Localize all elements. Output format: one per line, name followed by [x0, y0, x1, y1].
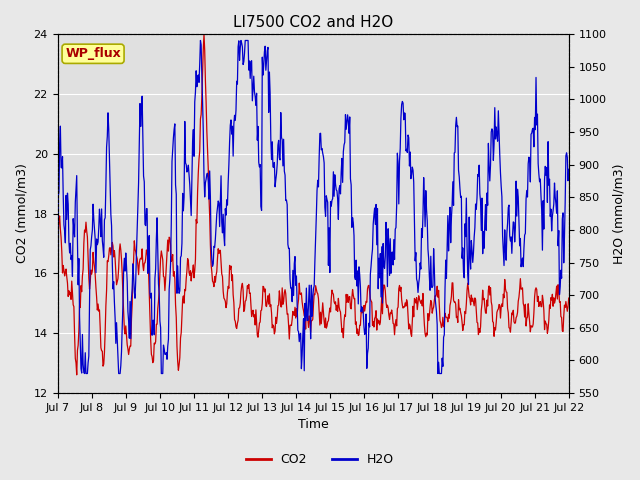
Title: LI7500 CO2 and H2O: LI7500 CO2 and H2O	[233, 15, 393, 30]
Y-axis label: CO2 (mmol/m3): CO2 (mmol/m3)	[15, 164, 28, 264]
X-axis label: Time: Time	[298, 419, 328, 432]
Text: WP_flux: WP_flux	[65, 48, 121, 60]
Legend: CO2, H2O: CO2, H2O	[241, 448, 399, 471]
Y-axis label: H2O (mmol/m3): H2O (mmol/m3)	[612, 163, 625, 264]
